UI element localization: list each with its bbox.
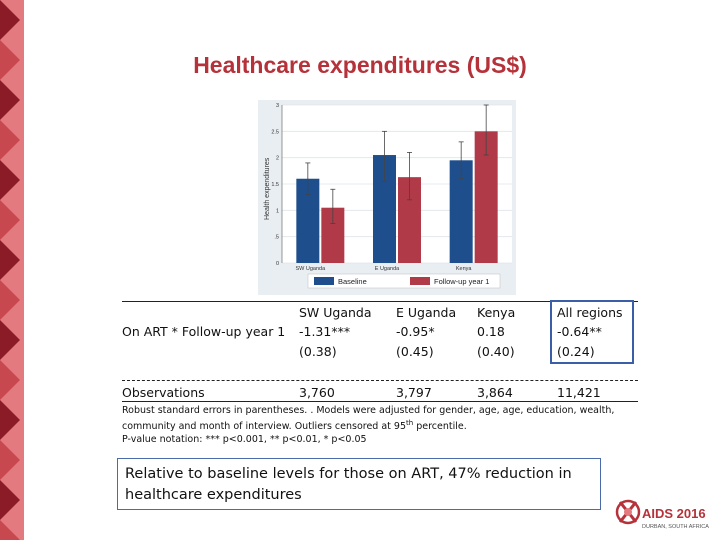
estimate-cell: -1.31*** (299, 324, 351, 339)
y-axis-label: Health expenditures (264, 157, 271, 220)
std-error-cell: (0.45) (396, 344, 434, 359)
observations-cell: 3,797 (396, 385, 432, 400)
x-tick-label: SW Uganda (296, 266, 327, 272)
bar (398, 177, 421, 263)
y-tick-label: 2.5 (271, 129, 279, 135)
ribbon-icon (615, 499, 641, 525)
y-tick-label: 1.5 (271, 182, 279, 188)
legend-box (307, 273, 501, 289)
band-triangle (0, 520, 20, 540)
band-triangle (0, 280, 20, 320)
x-tick-label: E Uganda (375, 266, 400, 272)
aids-2016-logo: AIDS 2016 DURBAN, SOUTH AFRICA (615, 499, 709, 530)
row-label-observations: Observations (122, 385, 205, 400)
bar-chart: Health expenditures 0 .5 1 1.5 2 2.5 3 SW Ugan… (258, 100, 516, 295)
y-tick-label: 0 (276, 261, 279, 267)
legend-label: Follow-up year 1 (434, 277, 489, 286)
notes-line: Robust standard errors in parentheses. .… (122, 405, 615, 416)
observations-cell: 3,760 (299, 385, 335, 400)
legend-label: Baseline (338, 277, 367, 286)
notes-superscript: th (406, 419, 414, 427)
bar (474, 131, 498, 263)
band-triangle (0, 320, 20, 360)
table-bottom-rule (122, 401, 638, 402)
x-tick-label: Kenya (456, 266, 473, 272)
y-tick-label: .5 (274, 235, 279, 241)
band-triangle (0, 80, 20, 120)
bar (321, 207, 345, 263)
table-top-rule (122, 301, 638, 302)
observations-cell: 11,421 (557, 385, 601, 400)
all-regions-highlight (550, 300, 634, 364)
notes-line: community and month of interview. Outlie… (122, 417, 642, 433)
std-error-cell: (0.38) (299, 344, 337, 359)
y-tick-label: 3 (276, 103, 279, 109)
band-triangle (0, 440, 20, 480)
std-error-cell: (0.24) (557, 344, 595, 359)
column-header: Kenya (477, 305, 516, 320)
observations-cell: 3,864 (477, 385, 513, 400)
band-triangle (0, 400, 20, 440)
estimate-cell: 0.18 (477, 324, 505, 339)
band-triangle (0, 40, 20, 80)
band-triangle (0, 120, 20, 160)
slide-title: Healthcare expenditures (US$) (193, 52, 527, 78)
callout-box: Relative to baseline levels for those on… (117, 458, 601, 510)
band-triangle (0, 160, 20, 200)
band-triangle (0, 240, 20, 280)
band-triangle (0, 200, 20, 240)
decorative-diamond-band (0, 0, 24, 540)
bar (449, 160, 473, 263)
bar (373, 155, 396, 263)
band-triangle (0, 0, 20, 40)
row-label-on-art: On ART * Follow-up year 1 (122, 324, 286, 339)
bar (296, 178, 320, 263)
estimate-cell: -0.64** (557, 324, 602, 339)
y-tick-label: 1 (276, 208, 279, 214)
column-header: SW Uganda (299, 305, 372, 320)
column-header: All regions (557, 305, 623, 320)
y-tick-label: 2 (276, 156, 279, 162)
logo-subtext: DURBAN, SOUTH AFRICA (642, 524, 709, 530)
column-header: E Uganda (396, 305, 457, 320)
logo-text: AIDS 2016 (642, 506, 706, 521)
band-triangle (0, 480, 20, 520)
notes-line: P-value notation: *** p<0.001, ** p<0.01… (122, 434, 367, 446)
notes-text: percentile. (413, 421, 467, 433)
band-triangle (0, 360, 20, 400)
legend-swatch (410, 277, 430, 285)
table-mid-rule (122, 380, 638, 381)
notes-text: community and month of interview. Outlie… (122, 421, 407, 433)
table-notes: Robust standard errors in parentheses. .… (122, 404, 642, 446)
estimate-cell: -0.95* (396, 324, 435, 339)
legend-swatch (314, 277, 334, 285)
std-error-cell: (0.40) (477, 344, 515, 359)
